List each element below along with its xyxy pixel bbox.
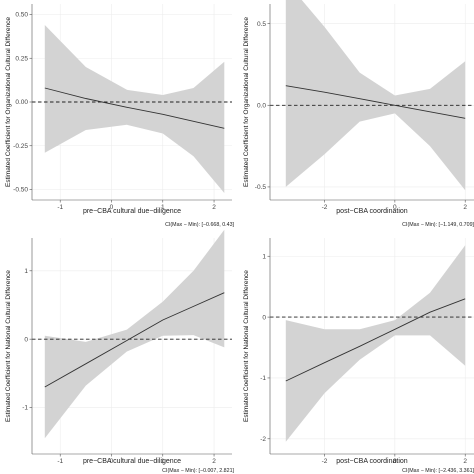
ci-range-note: CI(Max − Min): [−0.007, 2.821]	[162, 468, 234, 474]
panel-2: -2 0 2 -0.5 0.0 0.5 post−CBA coordination Estim…	[243, 0, 474, 228]
x-tick-label: 2	[212, 204, 216, 211]
x-tick-label: 2	[463, 458, 467, 465]
y-tick-label: 0.5	[257, 21, 266, 28]
y-axis-title: Estimated Coefficient for National Cultu…	[243, 270, 250, 422]
y-tick-label: -0.25	[13, 143, 28, 150]
estimate-line	[44, 292, 225, 388]
x-tick-label: -1	[57, 204, 63, 211]
x-tick-label: -2	[322, 458, 328, 465]
confidence-band	[285, 245, 466, 442]
y-axis-title: Estimated Coefficient for Organizational…	[5, 17, 12, 187]
y-tick-label: 1	[262, 253, 266, 260]
ci-range-note: CI(Max − Min): [−0.668, 0.43]	[165, 222, 234, 228]
confidence-band	[44, 229, 225, 439]
x-axis-title: post−CBA coordination	[336, 458, 408, 465]
panel-4: -2 0 2 -2 -1 0 1 post−CBA coordination Estimated…	[243, 238, 474, 474]
y-tick-label: -0.5	[255, 184, 267, 191]
x-tick-label: 1	[161, 458, 165, 465]
y-tick-label: 0.50	[15, 12, 28, 19]
y-tick-label: 0	[262, 314, 266, 321]
x-tick-label: 2	[212, 458, 216, 465]
x-tick-label: 0	[393, 458, 397, 465]
estimate-line	[285, 85, 466, 119]
y-tick-label: 0.0	[257, 102, 266, 109]
y-tick-label: -1	[22, 405, 28, 412]
x-tick-label: 0	[393, 204, 397, 211]
ci-range-note: CI(Max − Min): [−1.149, 0.709]	[402, 222, 474, 228]
estimate-line	[44, 87, 225, 129]
y-tick-label: 0.25	[15, 55, 28, 62]
estimate-line	[285, 298, 466, 382]
y-tick-label: -2	[260, 436, 266, 443]
x-tick-label: 2	[463, 204, 467, 211]
x-axis-title: post−CBA coordination	[336, 208, 408, 215]
y-tick-label: -1	[260, 375, 266, 382]
panel-1: -1 0 1 2 -0.50 -0.25 0.00 0.25 0.50 pre−CBA cultu…	[5, 4, 235, 228]
x-axis-title: pre−CBA cultural due−diligence	[83, 458, 181, 465]
y-tick-label: 1	[24, 268, 28, 275]
confidence-band	[285, 0, 466, 191]
y-tick-label: 0.00	[15, 99, 28, 106]
y-axis-title: Estimated Coefficient for National Cultu…	[5, 270, 12, 422]
x-axis-title: pre−CBA cultural due−diligence	[83, 208, 181, 215]
y-tick-label: -0.50	[13, 187, 28, 194]
x-tick-label: -1	[57, 458, 63, 465]
x-tick-label: 0	[110, 458, 114, 465]
x-tick-label: 1	[161, 204, 165, 211]
y-tick-label: 0	[24, 336, 28, 343]
y-axis-title: Estimated Coefficient for Organizational…	[243, 17, 250, 187]
x-tick-label: 0	[110, 204, 114, 211]
x-tick-label: -2	[322, 204, 328, 211]
ci-range-note: CI(Max − Min): [−2.436, 3.361]	[402, 468, 474, 474]
